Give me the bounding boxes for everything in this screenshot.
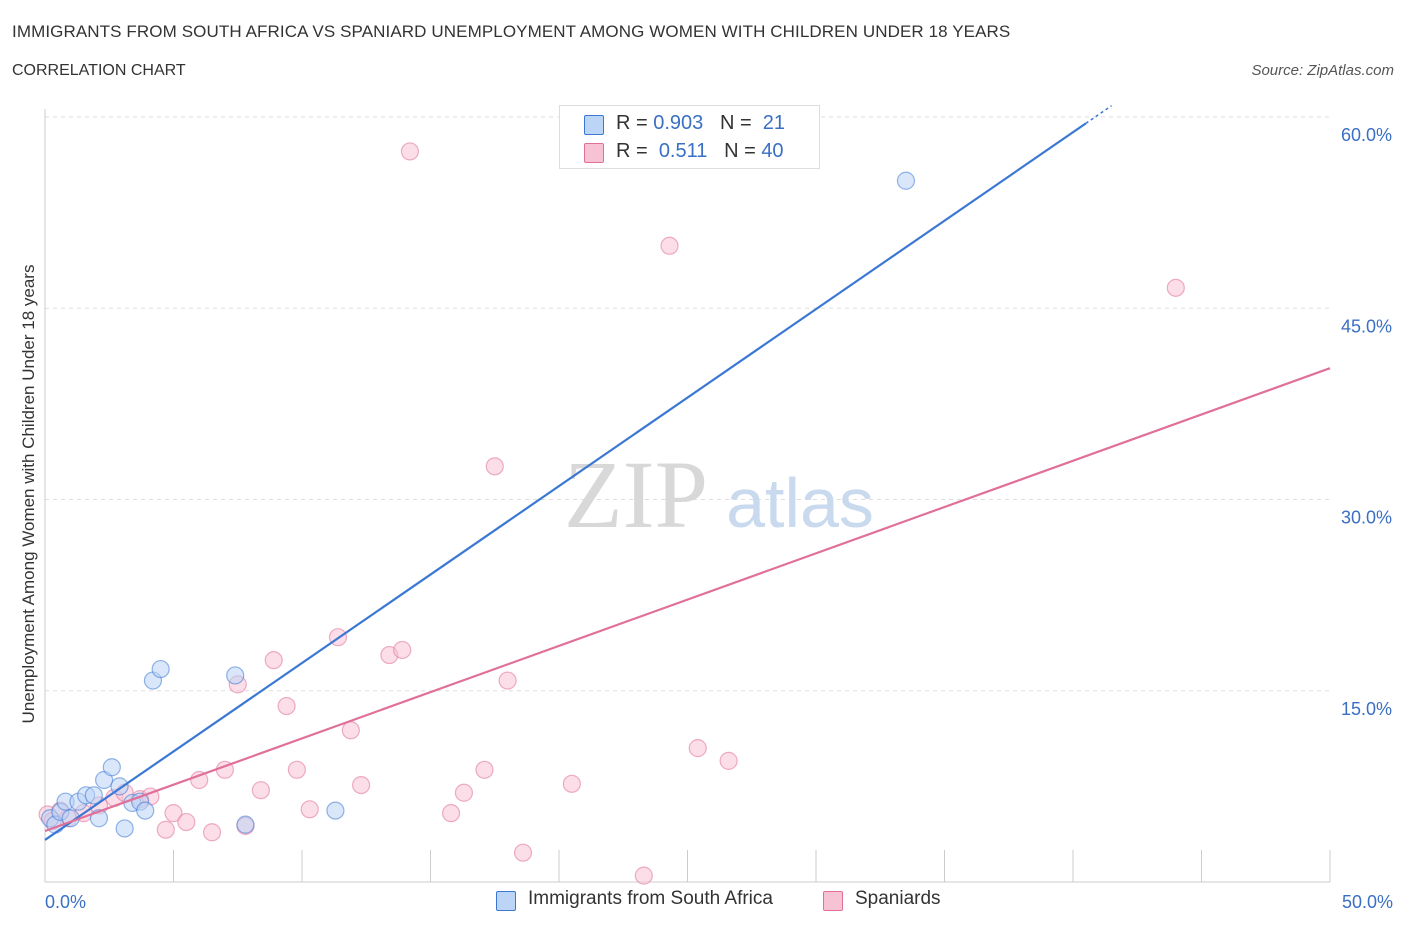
legend-swatch-pink — [584, 143, 604, 163]
spaniards-point-12 — [177, 812, 196, 832]
spaniards-point-34 — [513, 843, 533, 862]
legend-swatch-blue — [584, 115, 604, 135]
south-africa-point-15 — [136, 801, 155, 820]
legend-n-label: N = — [724, 140, 756, 162]
legend-r-value: 0.903 — [653, 112, 704, 134]
legend-n-label: N = — [719, 112, 752, 134]
correlation-legend: R = 0.903 N = 21 R = 0.511 N = 40 — [559, 105, 820, 169]
y-tick-label: 30.0% — [1341, 508, 1392, 528]
spaniards-trend-line — [44, 367, 1331, 833]
legend-r-label: R = — [616, 140, 648, 162]
spaniards-point-38 — [688, 739, 707, 758]
spaniards-point-31 — [475, 760, 494, 779]
spaniards-point-10 — [156, 820, 175, 839]
x-tick-label: 50.0% — [1342, 892, 1393, 912]
data-points — [38, 142, 1185, 885]
axes — [44, 109, 1331, 883]
trend-lines — [44, 105, 1331, 841]
watermark: ZIP atlas — [564, 441, 874, 548]
grid-lines — [45, 116, 1330, 692]
source-label: Source: ZipAtlas.com — [1251, 62, 1394, 79]
south-africa-point-10 — [102, 758, 121, 777]
spaniards-point-32 — [485, 457, 504, 476]
bottom-legend-label: Spaniards — [855, 888, 941, 909]
chart-title: IMMIGRANTS FROM SOUTH AFRICA VS SPANIARD… — [12, 22, 1011, 41]
spaniards-point-27 — [393, 640, 412, 660]
y-tick-label: 60.0% — [1341, 125, 1392, 145]
tick-labels: 15.0% 30.0% 45.0% 60.0% 0.0% 50.0% — [45, 125, 1393, 912]
legend-r-label: R = — [616, 112, 648, 134]
spaniards-point-21 — [287, 760, 306, 779]
spaniards-point-39 — [719, 751, 738, 770]
spaniards-point-13 — [190, 770, 209, 790]
bottom-legend-swatch-blue — [496, 891, 516, 911]
spaniards-point-35 — [562, 774, 581, 793]
bottom-legend-swatch-pink — [823, 891, 843, 911]
legend-n-value: 21 — [762, 112, 786, 134]
spaniards-point-14 — [202, 823, 222, 842]
spaniards-point-25 — [352, 775, 371, 795]
spaniards-point-20 — [277, 696, 296, 716]
south-africa-point-21 — [896, 171, 916, 190]
spaniards-point-40 — [1166, 278, 1185, 297]
spaniards-point-19 — [264, 651, 283, 670]
south-africa-trend-line — [44, 122, 1087, 841]
legend-n-value: 40 — [761, 140, 784, 162]
south-africa-point-18 — [226, 666, 245, 685]
y-tick-label: 45.0% — [1341, 316, 1392, 336]
spaniards-point-33 — [498, 671, 517, 690]
south-africa-point-19 — [236, 815, 255, 834]
south-africa-trend-extension — [1085, 105, 1112, 124]
watermark-zip: ZIP — [564, 441, 708, 548]
spaniards-point-37 — [660, 236, 679, 255]
spaniards-point-28 — [400, 142, 420, 161]
spaniards-point-18 — [251, 781, 270, 800]
south-africa-point-20 — [326, 801, 345, 820]
spaniards-point-30 — [454, 783, 474, 802]
south-africa-point-12 — [115, 819, 134, 838]
spaniards-point-11 — [164, 804, 183, 823]
watermark-atlas: atlas — [726, 464, 874, 542]
x-tick-label: 0.0% — [45, 892, 86, 912]
south-africa-point-7 — [84, 786, 103, 805]
spaniards-point-29 — [441, 804, 461, 823]
spaniards-point-22 — [300, 800, 319, 819]
legend-r-value: 0.511 — [658, 140, 708, 162]
south-africa-point-17 — [151, 659, 170, 679]
chart-subtitle: CORRELATION CHART — [12, 62, 186, 79]
spaniards-point-36 — [634, 866, 653, 885]
y-axis-label: Unemployment Among Women with Children U… — [19, 265, 38, 724]
spaniards-point-24 — [341, 721, 360, 740]
y-tick-label: 15.0% — [1341, 699, 1392, 719]
bottom-legend-label: Immigrants from South Africa — [528, 888, 773, 909]
